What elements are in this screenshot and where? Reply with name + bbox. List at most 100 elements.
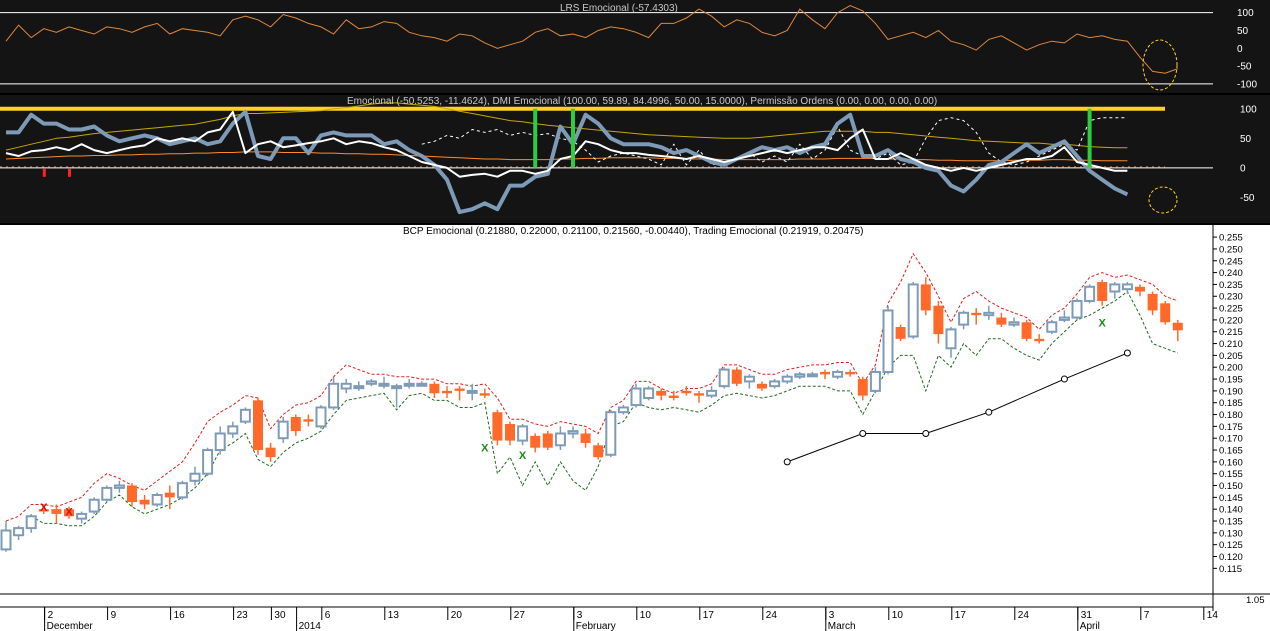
x-tick-label: 17	[955, 610, 967, 621]
price-tick-label: 0.155	[1219, 469, 1243, 480]
candle-body-up	[983, 311, 995, 317]
signal-bar-up	[571, 108, 575, 168]
candle-body-up	[781, 375, 793, 383]
price-tick-label: 0.175	[1219, 422, 1243, 433]
candle-body-up	[214, 432, 226, 452]
candle-body-up	[0, 529, 12, 551]
candle-body-up	[1109, 283, 1121, 293]
lrs-tick-label: -100	[1237, 79, 1257, 90]
candle-body-up	[88, 498, 100, 513]
trend-point	[1123, 349, 1131, 357]
dmi-orange-line	[5, 151, 1128, 162]
price-tick-label: 0.225	[1219, 304, 1243, 315]
candle-body-down	[303, 419, 314, 422]
candle-body-up	[517, 425, 529, 442]
price-title: BCP Emocional (0.21880, 0.22000, 0.21100…	[403, 226, 864, 237]
dmi-tick-label: 100	[1240, 104, 1257, 115]
x-tick-label: 7	[1144, 610, 1150, 621]
candle-body-down	[1021, 322, 1032, 339]
candle-body-down	[757, 383, 767, 389]
candle-body-down	[668, 395, 679, 398]
x-tick-label: 24	[766, 610, 778, 621]
month-label: April	[1080, 621, 1100, 631]
x-tick-label: 10	[892, 610, 904, 621]
x-tick-label: 23	[237, 610, 249, 621]
candle-body-up	[1071, 299, 1083, 319]
price-tick-label: 0.245	[1219, 256, 1243, 267]
month-label: 2014	[299, 621, 322, 631]
candle-body-up	[202, 449, 214, 475]
price-tick-label: 0.150	[1219, 481, 1243, 492]
candle-body-down	[492, 412, 503, 441]
dmi-white-line	[5, 110, 1128, 178]
candle-body-down	[64, 509, 74, 517]
candle-body-up	[718, 368, 730, 388]
x-tick-label: 27	[514, 610, 526, 621]
candle-body-up	[1121, 283, 1133, 291]
month-label: March	[828, 621, 856, 631]
candle-body-down	[857, 379, 868, 396]
price-tick-label: 0.170	[1219, 434, 1243, 445]
candle-body-down	[442, 390, 452, 394]
x-tick-label: 3	[829, 610, 835, 621]
price-tick-label: 0.145	[1219, 493, 1243, 504]
price-tick-label: 0.205	[1219, 351, 1243, 362]
lrs-tick-label: 0	[1237, 44, 1243, 55]
trend-point	[922, 429, 930, 437]
candle-body-up	[378, 382, 390, 387]
x-tick-label: 30	[274, 610, 286, 621]
price-tick-label: 0.250	[1219, 244, 1243, 255]
candle-body-up	[151, 493, 163, 506]
price-layer: 0.2550.2500.2450.2400.2350.2300.2250.220…	[0, 233, 1265, 606]
candle-body-up	[907, 283, 919, 338]
candle-body-up	[643, 387, 655, 399]
price-extra-tick-label: 1.05	[1246, 595, 1265, 606]
lrs-tick-label: 100	[1237, 8, 1254, 19]
price-tick-label: 0.230	[1219, 292, 1243, 303]
candle-body-down	[542, 433, 553, 448]
candle-body-up	[365, 380, 377, 385]
price-tick-label: 0.220	[1219, 315, 1243, 326]
signal-bar-up	[533, 108, 538, 168]
candle-body-up	[25, 515, 37, 530]
candle-body-down	[1160, 303, 1171, 323]
dmi-panel	[0, 95, 1270, 223]
price-tick-label: 0.210	[1219, 339, 1243, 350]
x-tick-label: 17	[703, 610, 715, 621]
candle-body-down	[1034, 338, 1045, 342]
candle-body-up	[189, 472, 201, 482]
candle-body-down	[1172, 322, 1183, 331]
x-tick-label: 9	[111, 610, 117, 621]
candle-body-down	[429, 383, 440, 394]
price-tick-label: 0.200	[1219, 363, 1243, 374]
candle-body-up	[605, 411, 617, 456]
candle-body-down	[593, 445, 604, 458]
price-tick-label: 0.130	[1219, 528, 1243, 539]
candle-body-down	[694, 393, 704, 396]
candle-body-up	[176, 482, 188, 499]
dmi-tick-label: 50	[1240, 134, 1252, 145]
x-tick-label: 16	[174, 610, 186, 621]
candle-body-down	[933, 305, 944, 335]
x-tick-label: 31	[1081, 610, 1093, 621]
dmi-tick-label: 0	[1240, 163, 1246, 174]
candle-body-up	[227, 425, 239, 435]
candle-body-down	[1147, 293, 1158, 311]
candle-body-up	[1008, 321, 1020, 326]
x-tick-label: 6	[325, 610, 331, 621]
candle-body-up	[769, 380, 781, 388]
candle-body-down	[253, 400, 263, 451]
candle-body-down	[820, 371, 830, 375]
trend-point	[985, 408, 993, 416]
candle-body-down	[139, 499, 150, 505]
x-tick-label: 20	[451, 610, 463, 621]
signal-marker: X	[1099, 317, 1107, 329]
month-label: February	[576, 621, 616, 631]
price-panel	[0, 225, 1270, 631]
candle-body-up	[958, 311, 970, 326]
highlight-circle	[1148, 186, 1178, 214]
candle-body-down	[580, 433, 591, 443]
dmi-title: Emocional (-50.5253, -11.4624), DMI Emoc…	[347, 96, 937, 107]
price-tick-label: 0.185	[1219, 398, 1243, 409]
signal-bar-down	[68, 168, 71, 177]
